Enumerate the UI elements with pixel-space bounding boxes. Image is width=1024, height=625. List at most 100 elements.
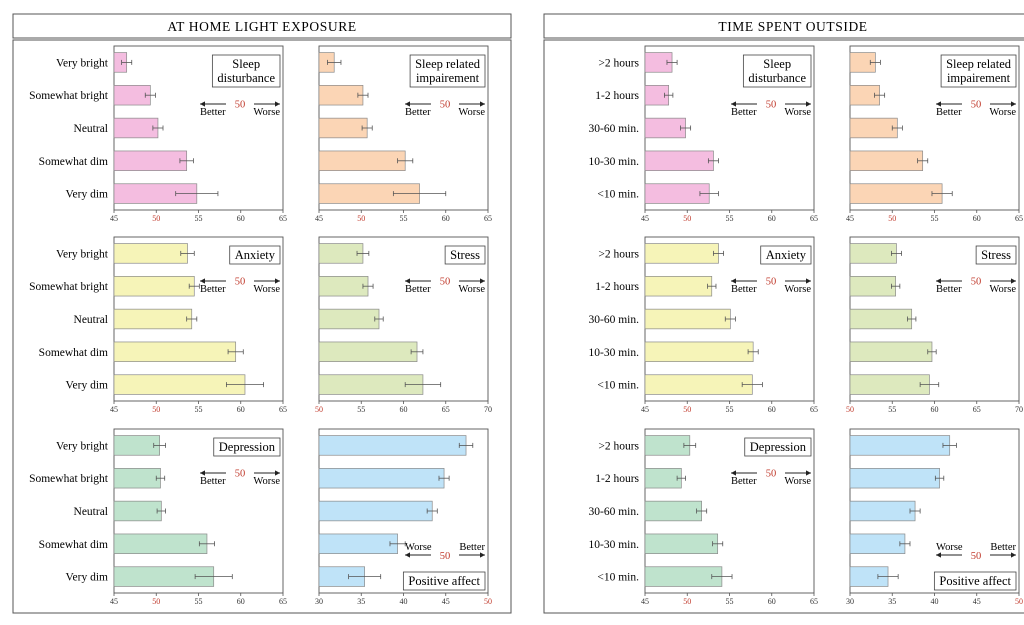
x-tick-label: 65: [279, 214, 287, 223]
x-tick-label: 55: [195, 405, 203, 414]
panel-1-1-0: >2 hours 1-2 hours 30-60 min. 10-30 min. <10…: [589, 236, 818, 414]
error-bar: [934, 475, 945, 481]
x-tick-label: 50: [315, 405, 323, 414]
x-tick-label: 60: [931, 405, 939, 414]
left-direction-label: Worse: [936, 542, 963, 553]
reference-label: 50: [235, 277, 246, 288]
error-bar: [707, 158, 719, 164]
category-label: >2 hours: [598, 57, 639, 69]
error-bar: [374, 316, 384, 322]
x-tick-label: 65: [810, 405, 818, 414]
category-label: 30-60 min.: [589, 506, 640, 518]
error-bar: [931, 191, 953, 197]
bar: [644, 566, 723, 587]
error-bar: [664, 92, 674, 98]
category-label: 1-2 hours: [595, 281, 639, 293]
left-arrowhead-icon: [405, 278, 410, 284]
bar: [113, 374, 246, 395]
right-arrowhead-icon: [1011, 278, 1016, 284]
right-arrowhead-icon: [806, 470, 811, 476]
right-direction-label: Worse: [784, 107, 811, 118]
right-direction-label: Worse: [989, 107, 1016, 118]
error-bar: [747, 349, 759, 355]
left-direction-label: Better: [731, 476, 757, 487]
error-bar: [362, 283, 374, 289]
direction-legend: 50 Better Worse: [731, 277, 811, 295]
error-bar: [356, 250, 370, 256]
bar: [644, 435, 691, 456]
x-tick-label: 50: [683, 405, 691, 414]
error-bar: [891, 250, 902, 256]
error-bar: [188, 283, 200, 289]
direction-legend: 50 Worse Better: [936, 542, 1017, 562]
bar: [849, 117, 898, 139]
bar: [113, 533, 208, 554]
left-arrowhead-icon: [200, 101, 205, 107]
x-tick-label: 65: [973, 405, 981, 414]
bar: [644, 533, 719, 554]
right-direction-label: Worse: [253, 284, 280, 295]
direction-legend: 50 Better Worse: [200, 469, 280, 487]
right-direction-label: Worse: [784, 284, 811, 295]
legend-title-box: [444, 245, 486, 265]
error-bar: [180, 250, 195, 256]
direction-legend: 50 Worse Better: [405, 542, 486, 562]
legend-title: impairement: [947, 71, 1011, 85]
x-tick-label: 40: [400, 597, 408, 606]
error-bar: [899, 541, 911, 547]
legend-title: Sleep related: [415, 57, 481, 71]
right-direction-label: Worse: [784, 476, 811, 487]
error-bar: [153, 442, 166, 448]
x-tick-label: 45: [641, 405, 649, 414]
left-arrowhead-icon: [936, 278, 941, 284]
x-tick-label: 50: [683, 597, 691, 606]
error-bar: [707, 283, 717, 289]
x-tick-label: 45: [110, 214, 118, 223]
x-tick-label: 55: [195, 214, 203, 223]
x-tick-label: 65: [279, 405, 287, 414]
error-bar: [186, 316, 198, 322]
bar: [113, 117, 159, 139]
x-tick-label: 70: [484, 405, 492, 414]
reference-label: 50: [440, 551, 451, 562]
bar: [113, 341, 237, 362]
bar: [113, 276, 195, 297]
legend-title: Anxiety: [766, 248, 807, 262]
category-label: 1-2 hours: [595, 473, 639, 485]
left-direction-label: Better: [405, 107, 431, 118]
error-bar: [156, 508, 166, 514]
error-bar: [676, 475, 686, 481]
legend-title: Positive affect: [408, 574, 480, 588]
category-label: Neutral: [74, 314, 108, 326]
direction-legend: 50 Better Worse: [200, 100, 280, 118]
bar: [644, 308, 731, 330]
x-tick-label: 60: [237, 597, 245, 606]
panel-1-1-1: 50 55 60 65 70 Stress 50 Better Worse: [846, 236, 1023, 414]
left-direction-label: Better: [936, 284, 962, 295]
error-bar: [152, 125, 164, 131]
right-arrowhead-icon: [1011, 552, 1016, 558]
left-arrowhead-icon: [405, 552, 410, 558]
section-title: AT HOME LIGHT EXPOSURE: [167, 19, 356, 34]
bar: [113, 468, 161, 489]
x-tick-label: 65: [1015, 214, 1023, 223]
error-bar: [179, 158, 194, 164]
x-tick-label: 60: [973, 214, 981, 223]
x-tick-label: 60: [768, 597, 776, 606]
x-tick-label: 35: [888, 597, 896, 606]
x-tick-label: 30: [315, 597, 323, 606]
error-bar: [699, 191, 719, 197]
left-arrowhead-icon: [200, 278, 205, 284]
right-arrowhead-icon: [480, 552, 485, 558]
error-bar: [666, 59, 678, 65]
x-tick-label: 50: [152, 597, 160, 606]
x-tick-label: 50: [1015, 597, 1023, 606]
error-bar: [919, 382, 940, 388]
right-direction-label: Worse: [458, 107, 485, 118]
error-bar: [348, 574, 382, 580]
bar: [318, 276, 369, 297]
left-direction-label: Better: [405, 284, 431, 295]
